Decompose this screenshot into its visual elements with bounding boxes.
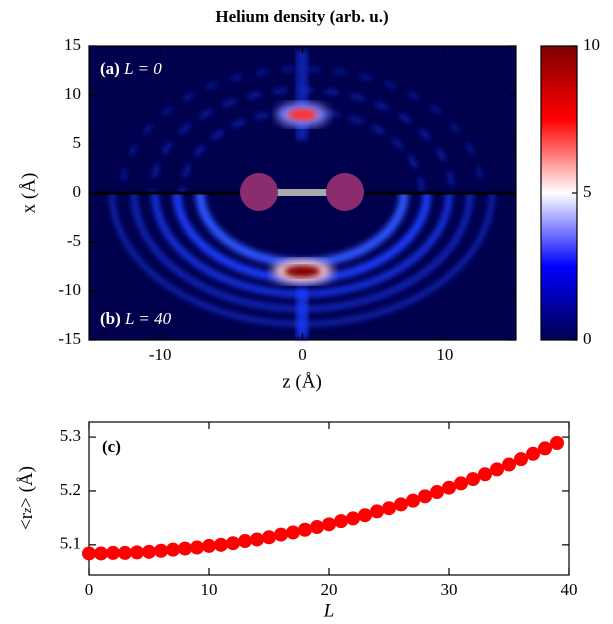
point: [262, 530, 276, 545]
panel-text: L = 40: [124, 309, 172, 328]
point: [466, 472, 480, 487]
point: [502, 457, 516, 472]
x-tick-label: 30: [441, 580, 458, 599]
y-label: x (Å): [18, 173, 39, 214]
point: [394, 497, 408, 512]
title: Helium density (arb. u.): [215, 7, 388, 26]
point: [118, 545, 132, 560]
point: [214, 537, 228, 552]
point: [358, 508, 372, 523]
point: [154, 543, 168, 558]
x-tick-label: 0: [85, 580, 94, 599]
point: [538, 441, 552, 456]
x-tick-label: 0: [298, 345, 307, 364]
x-label: L: [323, 600, 335, 621]
point: [250, 532, 264, 547]
colorbar-tick-label: 0: [583, 329, 592, 348]
y-label: <rz> (Å): [16, 466, 37, 530]
y-tick-label: 5.2: [60, 480, 81, 499]
point: [454, 476, 468, 491]
panel-b: (b) L = 40: [100, 309, 172, 328]
point: [478, 467, 492, 482]
point: [82, 546, 96, 561]
point: [370, 504, 384, 519]
point: [178, 541, 192, 556]
point: [226, 536, 240, 551]
y-label-part: > (Å): [16, 466, 37, 508]
point: [550, 436, 564, 451]
point: [490, 462, 504, 477]
point: [94, 546, 108, 561]
point: [526, 446, 540, 461]
point: [238, 534, 252, 549]
y-label-part: <r: [16, 512, 37, 530]
x-label: z (Å): [282, 371, 322, 392]
y-tick-label: 5.1: [60, 534, 81, 553]
y-tick-label: -5: [67, 231, 81, 250]
point: [322, 517, 336, 532]
panel-a: (a) L = 0: [100, 59, 162, 78]
x-tick-label: -10: [149, 345, 172, 364]
point: [166, 542, 180, 557]
colorbar-tick-label: 5: [583, 182, 592, 201]
y-tick-label: 5: [73, 133, 82, 152]
peak: [288, 108, 317, 121]
point: [334, 514, 348, 529]
point: [106, 545, 120, 560]
y-tick-label: -10: [58, 280, 81, 299]
point: [418, 489, 432, 504]
colorbar-tick-label: 10: [583, 35, 600, 54]
point: [298, 522, 312, 537]
y-tick-label: 10: [64, 84, 81, 103]
x-tick-label: 10: [436, 345, 453, 364]
x-tick-label: 20: [321, 580, 338, 599]
point: [406, 493, 420, 508]
panel-label: (a): [100, 59, 120, 78]
point: [286, 525, 300, 540]
y-tick-label: 15: [64, 35, 81, 54]
panel-label: (b): [100, 309, 121, 328]
point: [382, 501, 396, 516]
panel-text: L = 0: [123, 59, 162, 78]
point: [310, 520, 324, 535]
x-tick-label: 10: [201, 580, 218, 599]
point: [442, 480, 456, 495]
point: [130, 545, 144, 560]
point: [430, 485, 444, 500]
point: [514, 452, 528, 467]
panel-c: (c): [102, 437, 121, 456]
point: [202, 538, 216, 553]
point: [190, 540, 204, 555]
y-tick-label: 5.3: [60, 426, 81, 445]
point: [142, 544, 156, 559]
x-tick-label: 40: [561, 580, 578, 599]
y-tick-label: -15: [58, 329, 81, 348]
molecule: [240, 173, 364, 211]
point: [346, 511, 360, 526]
colorbar: [540, 45, 578, 341]
y-tick-label: 0: [73, 182, 82, 201]
y-label-part: z: [19, 508, 34, 514]
point: [274, 527, 288, 542]
peak: [284, 265, 321, 278]
